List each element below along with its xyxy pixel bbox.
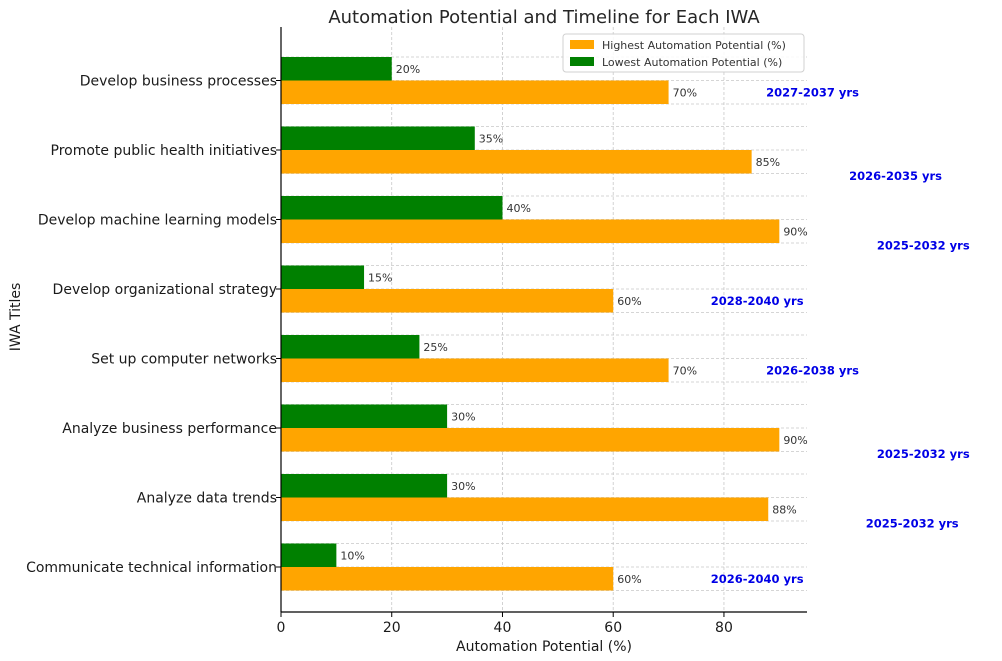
data-label-highest: 85%	[756, 156, 780, 169]
y-tick-label: Communicate technical information	[26, 560, 277, 576]
bar-lowest	[281, 335, 420, 359]
bar-lowest	[281, 196, 503, 220]
timeline-label: 2025-2032 yrs	[877, 447, 970, 461]
x-tick-label: 40	[494, 620, 512, 636]
bar-lowest	[281, 474, 448, 498]
data-label-lowest: 35%	[479, 132, 503, 145]
grid-layer	[281, 27, 807, 612]
bar-lowest	[281, 265, 365, 289]
data-label-highest: 90%	[783, 434, 807, 447]
bar-lowest	[281, 57, 392, 81]
data-label-lowest: 25%	[423, 341, 447, 354]
timeline-label: 2026-2040 yrs	[711, 572, 804, 586]
data-label-highest: 70%	[673, 86, 697, 99]
bar-highest	[281, 219, 780, 243]
bar-highest	[281, 497, 769, 521]
y-tick-label: Develop machine learning models	[38, 213, 277, 229]
legend-label-highest: Highest Automation Potential (%)	[602, 39, 786, 52]
data-label-highest: 60%	[617, 573, 641, 586]
bars-layer	[281, 57, 780, 591]
axes-layer: 0 20 40 60 80 Develop business processes Promo…	[26, 27, 807, 636]
bar-highest	[281, 289, 614, 313]
legend-label-lowest: Lowest Automation Potential (%)	[602, 56, 782, 69]
legend: Highest Automation Potential (%) Lowest …	[562, 33, 805, 73]
y-tick-label: Promote public health initiatives	[51, 143, 278, 159]
data-label-lowest: 30%	[451, 410, 475, 423]
bar-highest	[281, 80, 669, 104]
bar-lowest	[281, 126, 475, 150]
timeline-label: 2026-2035 yrs	[849, 169, 942, 183]
data-label-lowest: 15%	[368, 271, 392, 284]
x-tick-label: 0	[277, 620, 286, 636]
y-tick-label: Analyze data trends	[137, 491, 277, 507]
bar-lowest	[281, 543, 337, 567]
data-label-highest: 88%	[772, 503, 796, 516]
data-label-lowest: 40%	[506, 202, 530, 215]
data-label-lowest: 20%	[396, 63, 420, 76]
timeline-label: 2028-2040 yrs	[711, 294, 804, 308]
y-tick-label: Develop organizational strategy	[53, 282, 277, 298]
bar-highest	[281, 428, 780, 452]
bar-lowest	[281, 404, 448, 428]
data-label-highest: 90%	[783, 225, 807, 238]
timeline-label: 2025-2032 yrs	[877, 238, 970, 252]
data-label-lowest: 30%	[451, 480, 475, 493]
bar-highest	[281, 567, 614, 591]
labels-layer: 20% 70% 2027-2037 yrs 35% 85% 2026-2035 yrs 40…	[340, 63, 969, 586]
data-label-highest: 70%	[673, 364, 697, 377]
y-tick-label: Analyze business performance	[62, 421, 277, 437]
x-tick-label: 60	[604, 620, 622, 636]
y-axis-label: IWA Titles	[8, 283, 24, 352]
y-tick-label: Develop business processes	[80, 74, 277, 90]
bar-highest	[281, 150, 752, 174]
timeline-label: 2026-2038 yrs	[766, 363, 859, 377]
legend-swatch-highest	[570, 40, 594, 49]
x-tick-label: 80	[715, 620, 733, 636]
timeline-label: 2027-2037 yrs	[766, 85, 859, 99]
data-label-highest: 60%	[617, 295, 641, 308]
y-tick-label: Set up computer networks	[91, 352, 277, 368]
x-tick-label: 20	[383, 620, 401, 636]
chart-title: Automation Potential and Timeline for Ea…	[328, 7, 760, 28]
legend-frame	[562, 33, 805, 73]
bar-highest	[281, 358, 669, 382]
timeline-label: 2025-2032 yrs	[866, 516, 959, 530]
x-axis-label: Automation Potential (%)	[456, 639, 632, 655]
data-label-lowest: 10%	[340, 549, 364, 562]
legend-swatch-lowest	[570, 57, 594, 66]
